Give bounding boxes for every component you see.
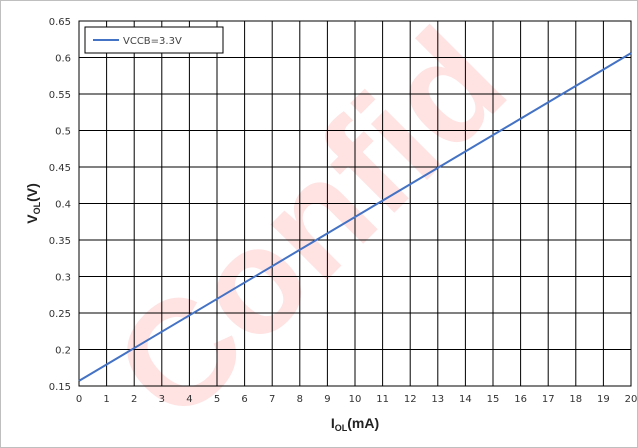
- x-tick-label: 2: [131, 394, 137, 405]
- y-axis-title-sub: OL: [32, 201, 42, 214]
- legend: VCCB=3.3V: [84, 26, 224, 54]
- x-axis-title-main: I: [331, 415, 335, 431]
- x-tick-label: 8: [297, 394, 303, 405]
- series-layer: [78, 52, 632, 382]
- x-axis-title-sub: OL: [335, 423, 348, 433]
- x-tick-label: 13: [431, 394, 444, 405]
- series-line: [78, 52, 632, 382]
- x-tick-label: 20: [625, 394, 637, 405]
- x-tick-label: 0: [76, 394, 82, 405]
- y-tick-label: 0.45: [49, 163, 71, 174]
- y-tick-label: 0.35: [49, 236, 71, 247]
- x-tick-label: 19: [597, 394, 610, 405]
- x-axis-ticks: 0 1 2 3 4 5 6 7 8 9 10 11 12 13 14 15 16 17 18 19 20: [76, 394, 637, 405]
- x-tick-label: 1: [103, 394, 109, 405]
- x-tick-label: 7: [269, 394, 275, 405]
- x-tick-label: 14: [459, 394, 472, 405]
- y-axis-title: VOL(V): [24, 183, 42, 224]
- x-tick-label: 11: [376, 394, 389, 405]
- y-tick-label: 0.55: [49, 90, 71, 101]
- y-axis-ticks: 0.15 0.2 0.25 0.3 0.35 0.4 0.45 0.5 0.55 0.6 0.65: [49, 17, 71, 393]
- x-tick-label: 4: [186, 394, 192, 405]
- x-tick-label: 9: [324, 394, 330, 405]
- y-tick-label: 0.15: [49, 382, 71, 393]
- y-tick-label: 0.5: [55, 127, 71, 138]
- x-axis-title-unit: (mA): [347, 415, 379, 431]
- x-tick-label: 12: [404, 394, 417, 405]
- x-tick-label: 5: [214, 394, 220, 405]
- y-axis-title-unit: (V): [24, 183, 40, 202]
- y-axis-title-main: V: [24, 214, 40, 224]
- x-tick-label: 18: [569, 394, 582, 405]
- x-axis-title: IOL(mA): [331, 415, 379, 433]
- x-tick-label: 6: [241, 394, 247, 405]
- y-tick-label: 0.25: [49, 309, 71, 320]
- y-tick-label: 0.3: [55, 273, 71, 284]
- legend-label: VCCB=3.3V: [123, 36, 182, 47]
- x-tick-label: 16: [514, 394, 527, 405]
- plot-area: [78, 20, 632, 387]
- y-tick-label: 0.4: [55, 200, 71, 211]
- y-tick-label: 0.6: [55, 54, 71, 65]
- grid: [78, 20, 632, 387]
- x-tick-label: 15: [487, 394, 500, 405]
- y-tick-label: 0.2: [55, 346, 71, 357]
- x-tick-label: 17: [542, 394, 555, 405]
- x-tick-label: 10: [349, 394, 362, 405]
- x-tick-label: 3: [159, 394, 165, 405]
- confidential-watermark: Confid: [82, 1, 537, 447]
- y-tick-label: 0.65: [49, 17, 71, 28]
